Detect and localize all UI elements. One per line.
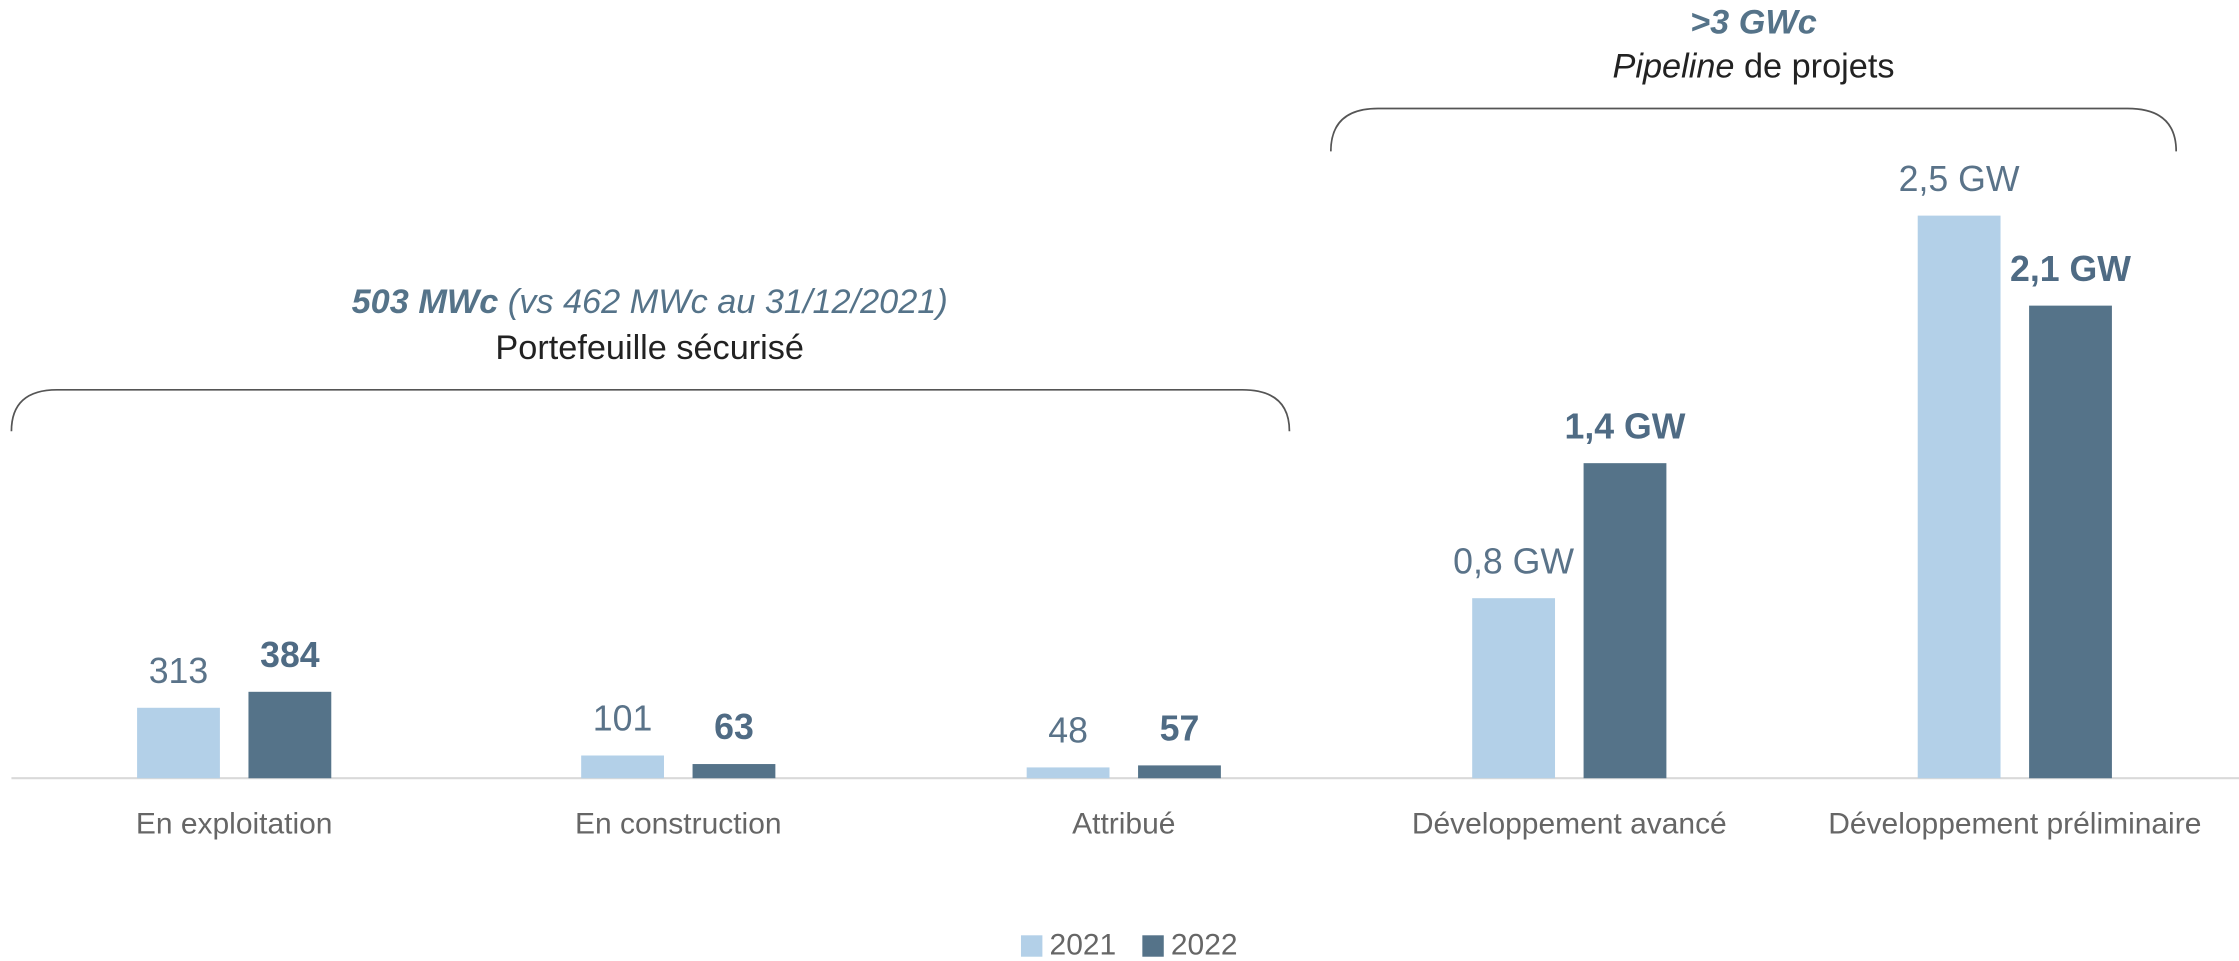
data-label: 57 xyxy=(1160,709,1200,749)
bar xyxy=(1026,767,1110,779)
bar xyxy=(692,764,776,779)
bar xyxy=(581,755,664,779)
annotation-subtitle: Pipeline de projets xyxy=(1613,48,1895,86)
x-tick-label: En exploitation xyxy=(136,807,333,840)
bracket xyxy=(1329,107,2178,152)
bracket xyxy=(10,388,1291,432)
legend-label: 2022 xyxy=(1171,929,1238,961)
annotation-text: (vs 462 MWc au 31/12/2021) xyxy=(508,283,948,321)
bar xyxy=(1138,765,1221,779)
data-label: 1,4 GW xyxy=(1565,406,1686,446)
bar xyxy=(1583,463,1667,779)
data-label: 2,1 GW xyxy=(2010,249,2131,289)
x-tick-label: Attribué xyxy=(1072,807,1175,840)
bar xyxy=(1472,598,1556,779)
annotation-bold: 503 MWc xyxy=(352,283,499,321)
annotation-italic: Pipeline xyxy=(1613,48,1735,86)
annotation-bold: >3 GWc xyxy=(1690,3,1817,41)
legend-label: 2021 xyxy=(1050,929,1117,961)
data-label: 2,5 GW xyxy=(1899,159,2020,199)
x-tick-label: Développement préliminaire xyxy=(1828,807,2201,840)
bar xyxy=(1917,215,2001,779)
annotation-subtitle: Portefeuille sécurisé xyxy=(495,329,804,367)
data-label: 48 xyxy=(1048,711,1088,751)
x-tick-label: En construction xyxy=(575,807,782,840)
data-label: 101 xyxy=(593,699,653,739)
bar xyxy=(137,707,220,779)
data-label: 63 xyxy=(714,707,754,747)
data-label: 384 xyxy=(260,635,320,675)
data-label: 0,8 GW xyxy=(1453,541,1574,581)
legend-swatch xyxy=(1142,935,1164,957)
bar xyxy=(248,691,332,779)
data-label: 313 xyxy=(149,651,209,691)
legend-swatch xyxy=(1020,935,1043,957)
annotation: 503 MWc (vs 462 MWc au 31/12/2021) xyxy=(352,283,948,321)
x-tick-label: Développement avancé xyxy=(1412,807,1727,840)
annotation-text: de projets xyxy=(1744,48,1894,86)
bar xyxy=(2029,305,2112,779)
